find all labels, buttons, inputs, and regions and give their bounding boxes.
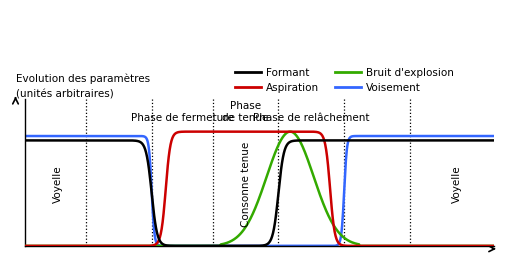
- Text: (unités arbitraires): (unités arbitraires): [15, 89, 113, 99]
- Text: Phase de fermeture: Phase de fermeture: [130, 113, 233, 123]
- Text: Consonne tenue: Consonne tenue: [240, 142, 250, 227]
- Text: Voyelle: Voyelle: [451, 166, 461, 203]
- Text: Voyelle: Voyelle: [52, 166, 63, 203]
- Text: Phase de relâchement: Phase de relâchement: [252, 113, 369, 123]
- Text: Phase
de tenue: Phase de tenue: [222, 101, 268, 123]
- Text: Evolution des paramètres: Evolution des paramètres: [15, 73, 149, 84]
- Legend: Formant, Aspiration, Bruit d'explosion, Voisement: Formant, Aspiration, Bruit d'explosion, …: [230, 64, 457, 97]
